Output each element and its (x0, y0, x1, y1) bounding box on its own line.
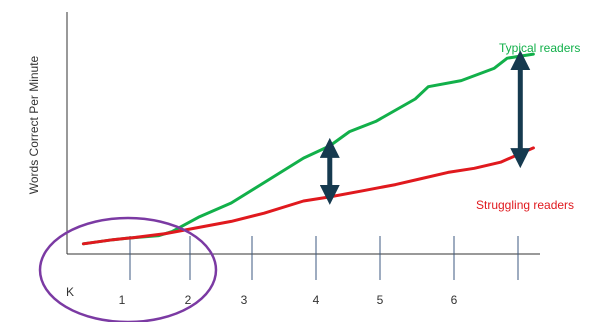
early-grades-highlight (38, 216, 218, 322)
series-group (81, 52, 535, 246)
x-tick-label-5: 5 (377, 293, 384, 307)
x-tick-label-6: 6 (451, 293, 458, 307)
x-tick-label-3: 3 (241, 293, 248, 307)
x-tick-label-1: 1 (119, 293, 126, 307)
x-tick-label-K: K (66, 285, 74, 299)
x-ticks (129, 236, 519, 280)
x-tick-label-2: 2 (185, 293, 192, 307)
x-tick-label-4: 4 (313, 293, 320, 307)
series-label-struggling: Struggling readers (476, 198, 574, 212)
x-tick-labels: K 1 2 3 4 5 6 (66, 285, 458, 307)
series-label-typical: Typical readers (499, 41, 580, 55)
gap-arrows (319, 50, 531, 205)
series-line-struggling (81, 146, 535, 246)
series-line-typical (81, 52, 535, 246)
y-axis-label: Words Correct Per Minute (27, 55, 41, 194)
